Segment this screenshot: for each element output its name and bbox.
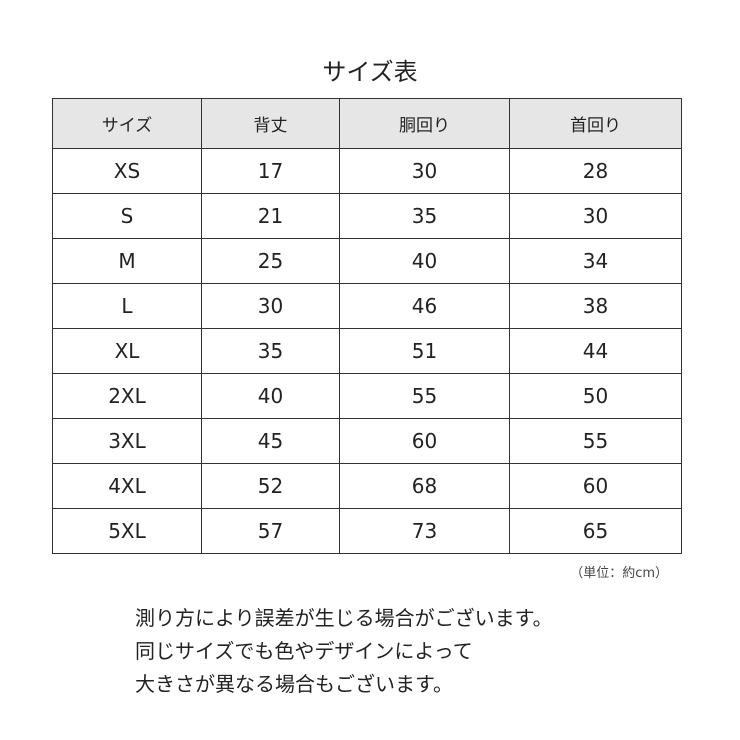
cell-chest: 46 (339, 283, 510, 329)
cell-neck: 28 (509, 148, 682, 194)
cell-chest: 51 (339, 328, 510, 374)
cell-back-length: 25 (201, 238, 340, 284)
table-row: L 30 46 38 (52, 283, 682, 329)
cell-chest: 35 (339, 193, 510, 239)
note-line: 大きさが異なる場合もございます。 (135, 672, 453, 696)
note-line: 測り方により誤差が生じる場合がございます。 (135, 606, 553, 630)
notes: 測り方により誤差が生じる場合がございます。 同じサイズでも色やデザインによって … (135, 602, 553, 701)
cell-chest: 30 (339, 148, 510, 194)
cell-size: 2XL (52, 373, 202, 419)
table-row: XL 35 51 44 (52, 328, 682, 374)
table-row: M 25 40 34 (52, 238, 682, 284)
table-row: XS 17 30 28 (52, 148, 682, 194)
table-row: 3XL 45 60 55 (52, 418, 682, 464)
header-size: サイズ (52, 98, 202, 149)
cell-size: M (52, 238, 202, 284)
cell-size: 5XL (52, 508, 202, 554)
cell-size: XL (52, 328, 202, 374)
cell-size: 4XL (52, 463, 202, 509)
cell-size: S (52, 193, 202, 239)
cell-back-length: 57 (201, 508, 340, 554)
size-table: サイズ 背丈 胴回り 首回り XS 17 30 28 S 21 35 30 M 25 40 34 L 30… (52, 98, 682, 554)
cell-chest: 68 (339, 463, 510, 509)
page-title: サイズ表 (322, 58, 418, 86)
cell-back-length: 30 (201, 283, 340, 329)
cell-back-length: 35 (201, 328, 340, 374)
cell-neck: 44 (509, 328, 682, 374)
cell-size: 3XL (52, 418, 202, 464)
table-row: S 21 35 30 (52, 193, 682, 239)
cell-neck: 55 (509, 418, 682, 464)
table-row: 4XL 52 68 60 (52, 463, 682, 509)
cell-neck: 65 (509, 508, 682, 554)
cell-neck: 50 (509, 373, 682, 419)
header-chest: 胴回り (339, 98, 510, 149)
table-row: 2XL 40 55 50 (52, 373, 682, 419)
cell-back-length: 17 (201, 148, 340, 194)
note-line: 同じサイズでも色やデザインによって (135, 639, 473, 663)
cell-neck: 38 (509, 283, 682, 329)
cell-back-length: 45 (201, 418, 340, 464)
cell-back-length: 21 (201, 193, 340, 239)
cell-back-length: 40 (201, 373, 340, 419)
cell-neck: 60 (509, 463, 682, 509)
cell-size: XS (52, 148, 202, 194)
cell-back-length: 52 (201, 463, 340, 509)
table-row: 5XL 57 73 65 (52, 508, 682, 554)
cell-chest: 40 (339, 238, 510, 284)
table-header-row: サイズ 背丈 胴回り 首回り (52, 98, 682, 149)
cell-chest: 73 (339, 508, 510, 554)
cell-chest: 60 (339, 418, 510, 464)
cell-neck: 34 (509, 238, 682, 284)
header-back-length: 背丈 (201, 98, 340, 149)
cell-neck: 30 (509, 193, 682, 239)
cell-size: L (52, 283, 202, 329)
cell-chest: 55 (339, 373, 510, 419)
unit-note: （単位：約cm） (570, 566, 668, 581)
header-neck: 首回り (509, 98, 682, 149)
